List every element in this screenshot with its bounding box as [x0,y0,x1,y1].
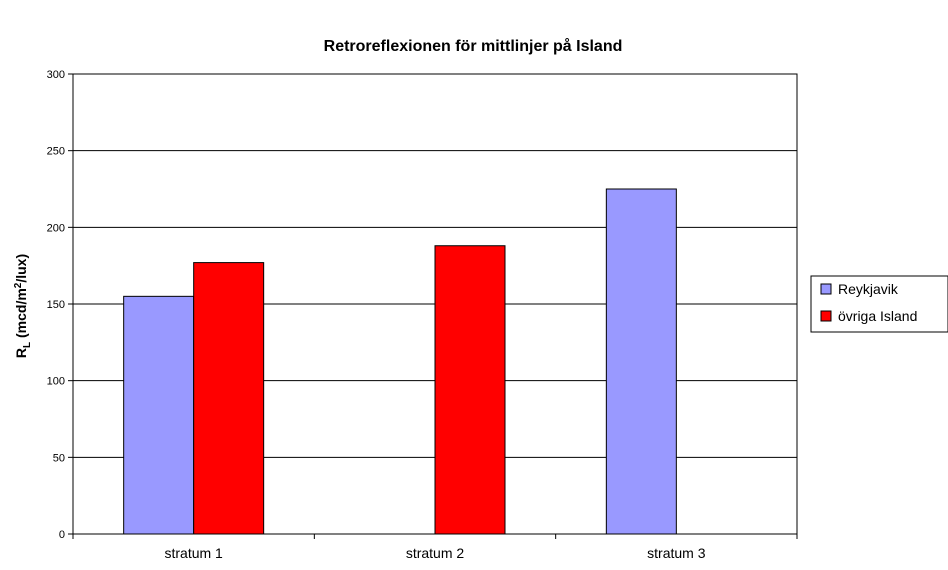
x-category-label: stratum 1 [164,545,223,561]
chart-title: Retroreflexionen för mittlinjer på Islan… [324,37,623,55]
y-tick-label: 0 [59,529,65,541]
y-tick-label: 150 [47,299,65,311]
bar--vriga-island-1 [193,262,265,535]
legend: Reykjavik övriga Island [810,275,948,333]
bar-reykjavik-3 [605,188,677,535]
x-category-label: stratum 2 [406,545,465,561]
bar-reykjavik-1 [123,295,195,535]
bars [123,188,677,535]
x-category-labels: stratum 1 stratum 2 stratum 3 [164,545,705,561]
y-tick-label: 300 [47,69,65,81]
legend-box [810,275,948,333]
y-tick-label: 50 [53,452,65,464]
plot-area [72,73,798,535]
y-tick-labels: 0 50 100 150 200 250 300 [47,69,65,541]
legend-swatch-reykjavik [820,283,832,295]
y-tick-label: 200 [47,222,65,234]
legend-label-ovriga-island: övriga Island [838,308,917,324]
bar--vriga-island-2 [434,245,506,535]
y-tick-label: 100 [47,376,65,388]
x-category-label: stratum 3 [647,545,706,561]
y-tick-label: 250 [47,146,65,158]
legend-label-reykjavik: Reykjavik [838,281,899,297]
y-axis-label: RL (mcd/m2/lux) [13,254,33,358]
legend-swatch-ovriga-island [820,310,832,322]
axes [68,73,798,539]
